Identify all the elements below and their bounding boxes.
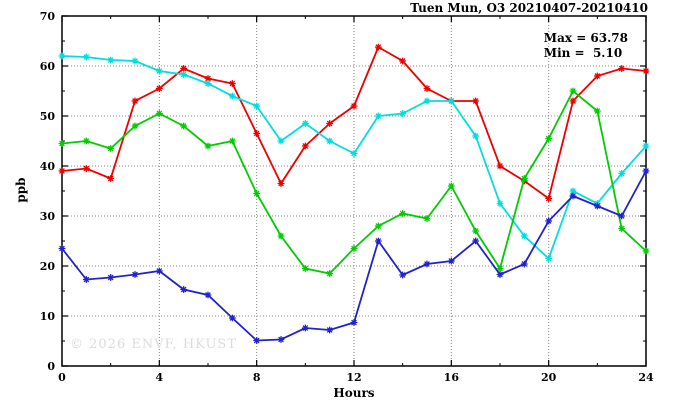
y-tick-label: 10	[40, 310, 56, 323]
series-green-markers	[58, 87, 650, 277]
x-tick-label: 16	[444, 371, 460, 384]
x-axis-title: Hours	[333, 386, 375, 400]
y-tick-label: 40	[40, 160, 56, 173]
x-tick-label: 8	[253, 371, 261, 384]
y-tick-label: 70	[40, 10, 56, 23]
y-axis-title: ppb	[14, 177, 28, 203]
y-tick-label: 20	[40, 260, 56, 273]
y-tick-label: 0	[47, 360, 55, 373]
x-tick-label: 12	[346, 371, 361, 384]
y-tick-label: 60	[40, 60, 56, 73]
x-tick-label: 20	[541, 371, 557, 384]
y-tick-label: 50	[40, 110, 56, 123]
x-tick-label: 0	[58, 371, 66, 384]
max-min-legend: Max = 63.78 Min = 5.10	[544, 31, 628, 61]
max-value-label: Max = 63.78	[543, 31, 628, 45]
x-tick-label: 24	[638, 371, 654, 384]
x-tick-label: 4	[156, 371, 164, 384]
series-blue-markers	[58, 167, 650, 344]
watermark-text: © 2026 ENVF, HKUST	[70, 337, 237, 352]
min-value-label: Min = 5.10	[543, 46, 623, 60]
y-tick-label: 30	[40, 210, 56, 223]
chart-title: Tuen Mun, O3 20210407-20210410	[410, 1, 648, 15]
